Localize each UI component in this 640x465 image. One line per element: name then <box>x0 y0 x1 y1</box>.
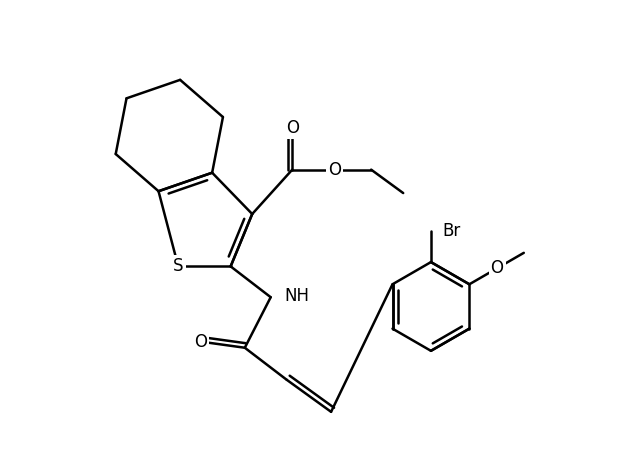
Text: O: O <box>491 259 504 277</box>
Text: NH: NH <box>284 287 309 305</box>
Text: O: O <box>328 160 340 179</box>
Text: S: S <box>173 258 184 275</box>
Text: O: O <box>194 332 207 351</box>
Text: Br: Br <box>442 222 460 240</box>
Text: O: O <box>286 119 299 137</box>
